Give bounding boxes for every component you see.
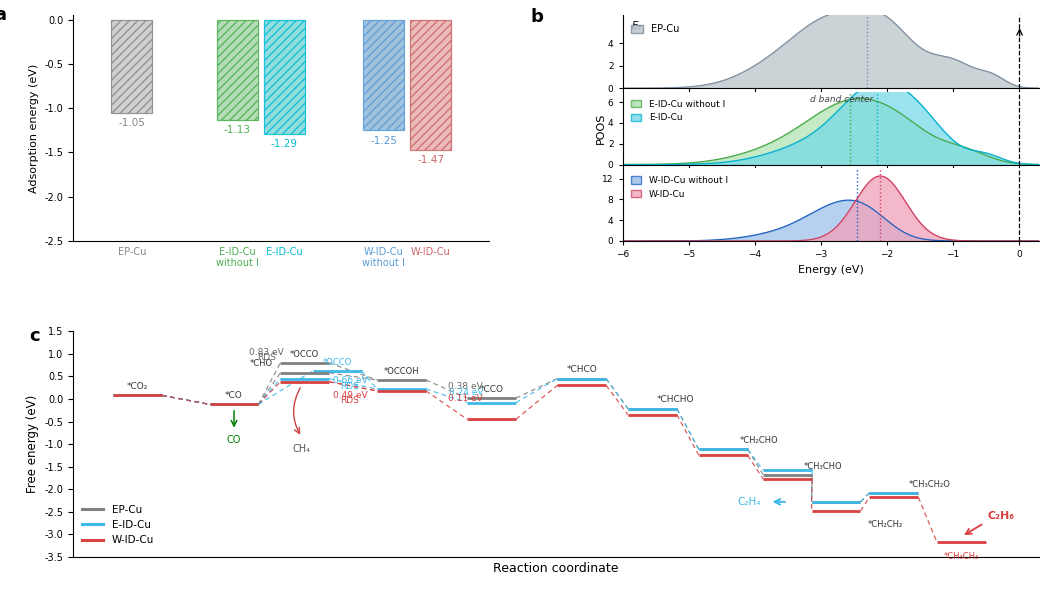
Text: -1.47: -1.47: [418, 155, 444, 165]
Bar: [264, 20, 305, 134]
Text: *OCCO: *OCCO: [290, 350, 319, 359]
Text: a: a: [0, 6, 6, 24]
Bar: [410, 20, 451, 150]
Text: 0.38 eV: 0.38 eV: [449, 382, 483, 391]
Text: -1.13: -1.13: [223, 125, 251, 135]
Text: *CH₃CH₂O: *CH₃CH₂O: [908, 480, 950, 489]
Bar: [217, 20, 258, 120]
Text: *CCO: *CCO: [479, 384, 503, 394]
Text: -1.29: -1.29: [270, 139, 298, 149]
Text: C₂H₄: C₂H₄: [737, 497, 761, 507]
Text: b: b: [531, 8, 544, 26]
Text: d band center: d band center: [810, 95, 873, 105]
Text: 0.49 eV: 0.49 eV: [333, 391, 367, 400]
Text: 0.11 eV: 0.11 eV: [449, 395, 483, 403]
Text: RDS: RDS: [257, 353, 276, 362]
X-axis label: Energy (eV): Energy (eV): [798, 264, 863, 275]
Text: *CO₂: *CO₂: [126, 382, 148, 391]
Text: -1.05: -1.05: [118, 118, 145, 128]
Text: *CH₂CH₂: *CH₂CH₂: [869, 520, 903, 529]
Bar: [112, 20, 152, 113]
Text: RDS: RDS: [340, 396, 359, 405]
Text: *CO: *CO: [226, 391, 243, 400]
Text: *CH₃CHO: *CH₃CHO: [804, 462, 843, 471]
Y-axis label: POOS: POOS: [596, 113, 607, 144]
Text: *OCCOH: *OCCOH: [383, 367, 420, 376]
Legend: E-ID-Cu without I, E-ID-Cu: E-ID-Cu without I, E-ID-Cu: [627, 96, 729, 126]
Text: CH₄: CH₄: [292, 444, 311, 454]
Legend: W-ID-Cu without I, W-ID-Cu: W-ID-Cu without I, W-ID-Cu: [627, 173, 732, 203]
Text: *CHCHO: *CHCHO: [657, 395, 694, 405]
Legend: EP-Cu, E-ID-Cu, W-ID-Cu: EP-Cu, E-ID-Cu, W-ID-Cu: [78, 501, 158, 550]
X-axis label: Reaction coordinate: Reaction coordinate: [493, 562, 619, 575]
Text: 0.83 eV: 0.83 eV: [248, 348, 284, 357]
Y-axis label: Adsorption energy (eV): Adsorption energy (eV): [29, 64, 39, 193]
Text: $E_f$: $E_f$: [631, 19, 643, 32]
Text: *OCCO: *OCCO: [323, 358, 352, 367]
Text: 0.24 eV: 0.24 eV: [449, 388, 483, 397]
Text: *CH₃CH₃: *CH₃CH₃: [944, 551, 979, 561]
Text: RDS: RDS: [340, 382, 359, 391]
Bar: [363, 20, 404, 130]
Text: 0.66 eV: 0.66 eV: [333, 376, 367, 386]
Text: *CHO: *CHO: [250, 359, 272, 368]
Text: C₂H₆: C₂H₆: [988, 511, 1015, 521]
Legend: EP-Cu: EP-Cu: [627, 20, 683, 38]
Y-axis label: Free energy (eV): Free energy (eV): [26, 395, 39, 493]
Text: *CH₂CHO: *CH₂CHO: [739, 436, 778, 445]
Text: CO: CO: [227, 435, 241, 445]
Text: -1.25: -1.25: [371, 136, 398, 146]
Text: c: c: [29, 327, 41, 345]
Text: *CHCO: *CHCO: [566, 365, 597, 374]
